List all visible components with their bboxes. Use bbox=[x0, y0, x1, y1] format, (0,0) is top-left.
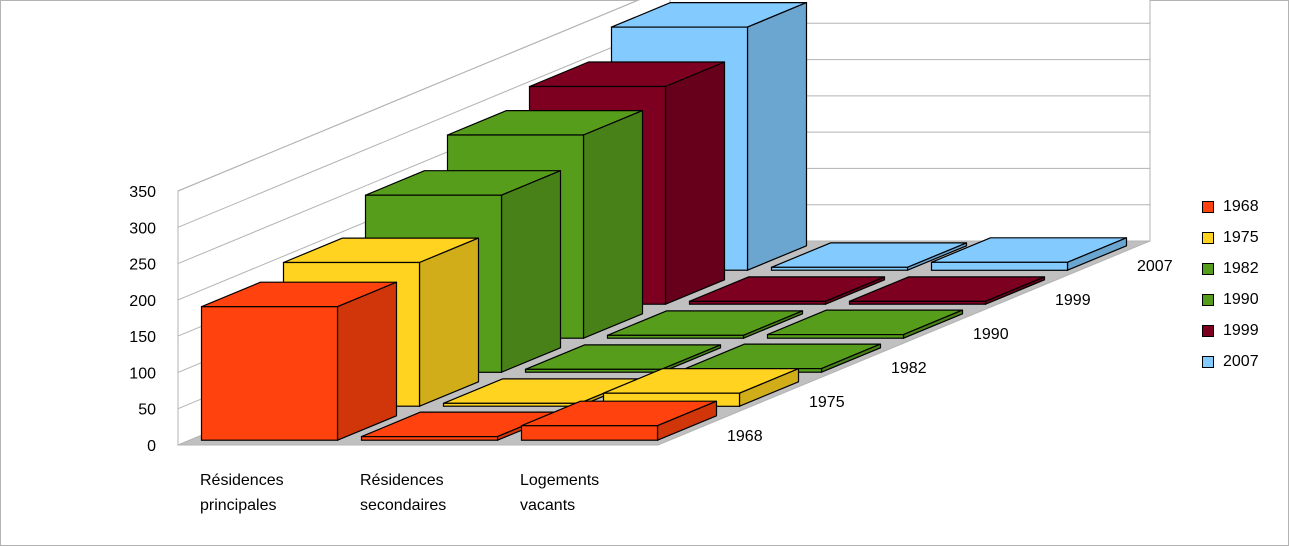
legend-label: 2007 bbox=[1223, 353, 1259, 370]
bar-2007-1 bbox=[770, 242, 968, 271]
bar-2007-2 bbox=[930, 237, 1128, 271]
legend-swatch bbox=[1202, 232, 1214, 244]
legend-item: 1968 bbox=[1202, 197, 1259, 217]
legend-item: 2007 bbox=[1202, 352, 1259, 372]
y-tick-label: 350 bbox=[129, 184, 156, 201]
legend-swatch bbox=[1202, 325, 1214, 337]
z-tick-label: 1999 bbox=[1055, 292, 1091, 309]
z-tick-label: 2007 bbox=[1137, 258, 1173, 275]
y-tick-label: 50 bbox=[138, 402, 156, 419]
legend-item: 1999 bbox=[1202, 321, 1259, 341]
legend-label: 1982 bbox=[1223, 260, 1259, 277]
bar-1999-2 bbox=[848, 276, 1046, 305]
bar-1968-2 bbox=[520, 400, 718, 441]
legend-label: 1990 bbox=[1223, 291, 1259, 308]
legend-item: 1975 bbox=[1202, 228, 1259, 248]
legend-label: 1968 bbox=[1223, 198, 1259, 215]
z-tick-label: 1982 bbox=[891, 360, 927, 377]
legend-label: 1999 bbox=[1223, 322, 1259, 339]
chart-bars bbox=[200, 1, 1128, 441]
legend-swatch bbox=[1202, 356, 1214, 368]
bar-1990-1 bbox=[606, 310, 804, 339]
z-tick-label: 1968 bbox=[727, 428, 763, 445]
bar-1968-0 bbox=[200, 281, 398, 441]
y-tick-label: 300 bbox=[129, 220, 156, 237]
y-tick-label: 200 bbox=[129, 293, 156, 310]
grid-line bbox=[177, 0, 640, 192]
y-tick-label: 150 bbox=[129, 329, 156, 346]
legend-label: 1975 bbox=[1223, 229, 1259, 246]
bar-1999-1 bbox=[688, 276, 886, 305]
legend-swatch bbox=[1202, 263, 1214, 275]
z-tick-label: 1990 bbox=[973, 326, 1009, 343]
y-tick-label: 0 bbox=[147, 438, 156, 455]
y-tick-label: 250 bbox=[129, 257, 156, 274]
legend-item: 1982 bbox=[1202, 259, 1259, 279]
x-tick-label: Résidences secondaires bbox=[360, 472, 446, 514]
y-tick-label: 100 bbox=[129, 365, 156, 382]
z-tick-label: 1975 bbox=[809, 394, 845, 411]
chart-labels: 0 50 100 150 200 250 300 350 Résidences principal… bbox=[129, 184, 1172, 514]
bar-1990-2 bbox=[766, 309, 964, 339]
legend-swatch bbox=[1202, 201, 1214, 213]
legend-swatch bbox=[1202, 294, 1214, 306]
legend-item: 1990 bbox=[1202, 290, 1259, 310]
x-tick-label: Résidences principales bbox=[200, 472, 284, 514]
x-tick-label: Logements vacants bbox=[520, 472, 599, 514]
